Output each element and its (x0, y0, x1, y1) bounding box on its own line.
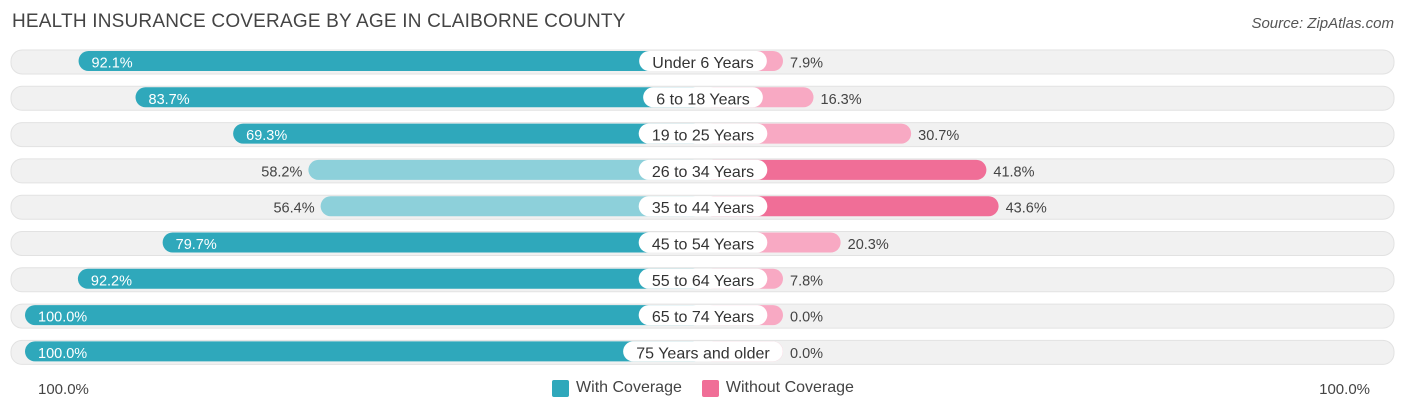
with-coverage-value-4: 58.2% (261, 164, 302, 180)
category-label-3: 19 to 25 Years (652, 128, 754, 145)
category-pill-2 (643, 87, 763, 108)
without-coverage-value-4: 41.8% (993, 164, 1034, 180)
legend-item-with-coverage[interactable]: With Coverage (552, 379, 682, 397)
category-pill-8 (638, 305, 768, 326)
with-coverage-bar-4 (308, 159, 703, 180)
with-coverage-value-5: 56.4% (273, 201, 314, 217)
chart-title: HEALTH INSURANCE COVERAGE BY AGE IN CLAI… (12, 11, 626, 32)
category-pill-9 (623, 341, 783, 362)
category-label-6: 45 to 54 Years (652, 237, 754, 254)
without-coverage-bar-4 (703, 159, 987, 180)
with-coverage-value-9: 100.0% (38, 346, 87, 362)
legend-label-with-coverage: With Coverage (576, 379, 682, 396)
category-pill-5 (638, 196, 768, 217)
category-pill-6 (638, 232, 768, 253)
source-label: Source: ZipAtlas.com (1251, 15, 1394, 32)
without-coverage-value-3: 30.7% (918, 128, 959, 144)
with-coverage-bar-7 (77, 268, 703, 289)
without-coverage-value-2: 16.3% (821, 92, 862, 108)
without-coverage-bar-5 (703, 196, 999, 217)
category-pill-7 (638, 268, 768, 289)
with-coverage-bar-3 (233, 123, 703, 144)
legend-label-without-coverage: Without Coverage (725, 379, 854, 396)
legend-swatch-without-coverage (701, 379, 719, 397)
with-coverage-value-1: 92.1% (92, 56, 133, 72)
legend-swatch-with-coverage (552, 379, 570, 397)
category-label-2: 6 to 18 Years (656, 91, 749, 108)
category-pill-3 (638, 123, 768, 144)
legend: With Coverage Without Coverage (0, 379, 1406, 397)
with-coverage-value-8: 100.0% (38, 310, 87, 326)
category-label-8: 65 to 74 Years (652, 309, 754, 326)
axis-right-label: 100.0% (1319, 381, 1370, 398)
legend-item-without-coverage[interactable]: Without Coverage (701, 379, 854, 397)
with-coverage-bar-2 (135, 87, 703, 108)
without-coverage-value-5: 43.6% (1006, 201, 1047, 217)
category-label-9: 75 Years and older (636, 345, 770, 362)
with-coverage-bar-9 (25, 341, 703, 362)
without-coverage-value-9: 0.0% (790, 346, 823, 362)
without-coverage-value-7: 7.8% (790, 273, 823, 289)
with-coverage-bar-1 (78, 51, 703, 71)
axis-left-label: 100.0% (38, 381, 89, 398)
category-pill-1 (639, 51, 767, 71)
category-label-5: 35 to 44 Years (652, 200, 754, 217)
category-label-1: Under 6 Years (652, 55, 753, 72)
with-coverage-bar-5 (320, 196, 703, 217)
with-coverage-value-7: 92.2% (91, 273, 132, 289)
without-coverage-value-8: 0.0% (790, 310, 823, 326)
with-coverage-bar-6 (162, 232, 703, 253)
bar-chart: 92.1% 7.9% Under 6 Years 83.7% 16.3% 6 to 18 … (10, 49, 1395, 365)
category-label-4: 26 to 34 Years (652, 164, 754, 181)
category-label-7: 55 to 64 Years (652, 273, 754, 290)
without-coverage-value-1: 7.9% (790, 56, 823, 72)
with-coverage-bar-8 (25, 305, 703, 326)
with-coverage-value-3: 69.3% (246, 128, 287, 144)
with-coverage-value-2: 83.7% (149, 92, 190, 108)
category-pill-4 (638, 159, 768, 180)
with-coverage-value-6: 79.7% (176, 237, 217, 253)
without-coverage-value-6: 20.3% (848, 237, 889, 253)
